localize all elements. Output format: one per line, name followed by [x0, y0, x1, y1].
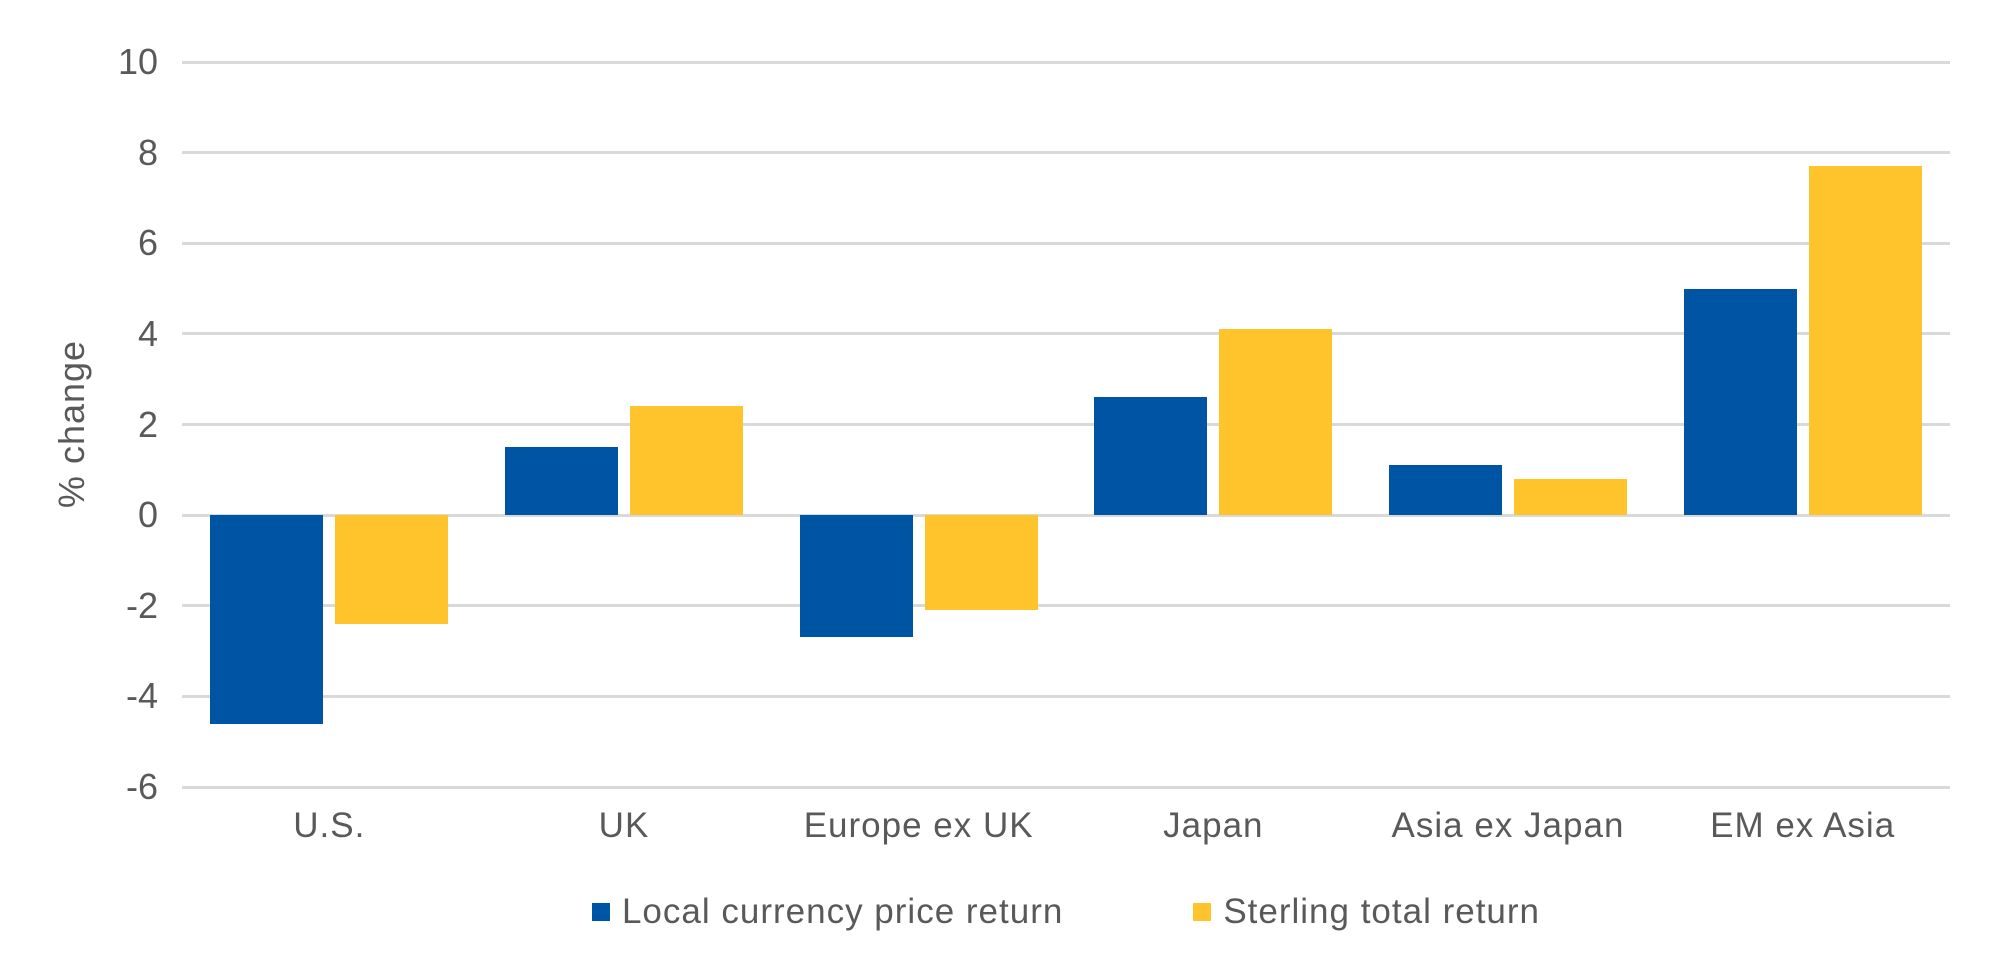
x-axis-label: EM ex Asia	[1710, 806, 1896, 845]
bar	[1219, 329, 1333, 516]
y-tick-label: 4	[137, 312, 158, 354]
y-tick-label: -6	[125, 766, 158, 807]
bar	[799, 515, 913, 638]
gridline	[182, 604, 1950, 608]
bar	[1683, 288, 1797, 516]
gridline	[182, 332, 1950, 336]
y-tick-label: -4	[125, 675, 158, 717]
y-tick-label: 0	[137, 494, 158, 536]
gridline	[182, 60, 1950, 64]
legend-swatch-icon	[1193, 903, 1212, 921]
bar	[1808, 166, 1922, 516]
gridline	[182, 513, 1950, 517]
y-tick-label: 6	[137, 222, 158, 264]
legend: Local currency price return Sterling tot…	[182, 892, 1950, 932]
gridline	[182, 785, 1950, 789]
plot-area	[182, 60, 1950, 789]
y-tick-label: 2	[137, 403, 158, 445]
legend-swatch-icon	[591, 903, 610, 921]
bar	[1514, 478, 1627, 516]
x-axis-label: Europe ex UK	[803, 806, 1034, 845]
gridline	[182, 694, 1950, 698]
legend-item-sterling: Sterling total return	[1193, 892, 1540, 932]
legend-item-local-currency: Local currency price return	[591, 892, 1064, 932]
legend-label: Sterling total return	[1223, 892, 1541, 931]
x-axis-label: UK	[598, 806, 650, 845]
x-axis-label: Japan	[1163, 806, 1264, 845]
x-axis-label: Asia ex Japan	[1391, 806, 1625, 845]
gridline	[182, 151, 1950, 155]
bar	[210, 515, 324, 724]
y-tick-label: 10	[117, 41, 158, 82]
gridline	[182, 423, 1950, 426]
y-tick-label: -2	[125, 584, 158, 626]
y-tick-label: 8	[137, 131, 158, 173]
bar	[505, 447, 618, 516]
x-axis-label: U.S.	[293, 806, 366, 845]
bar	[1389, 465, 1502, 516]
bar	[630, 406, 743, 516]
legend-label: Local currency price return	[621, 892, 1064, 931]
bar	[924, 515, 1038, 611]
bar	[1094, 397, 1208, 516]
gridline	[182, 241, 1950, 245]
bar	[335, 515, 449, 624]
